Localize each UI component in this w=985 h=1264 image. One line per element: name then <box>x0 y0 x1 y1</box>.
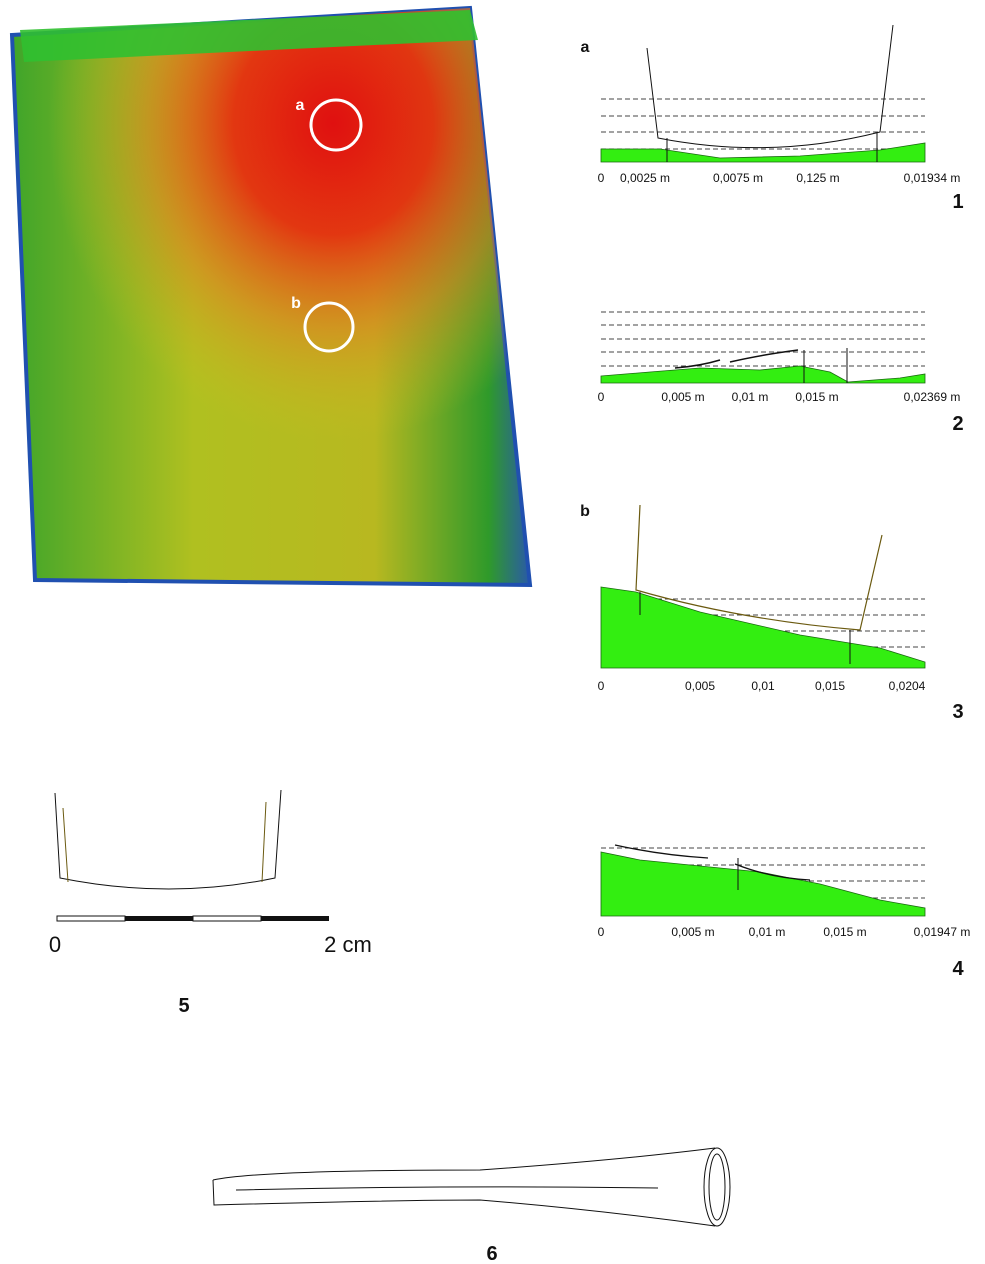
marker-label: b <box>291 295 301 312</box>
heatmap <box>9 5 533 588</box>
axis-label: 0,005 <box>685 679 715 693</box>
panel-number: 4 <box>952 958 964 980</box>
panel-number: 6 <box>486 1243 497 1264</box>
axis-label: 0,0204 <box>889 679 926 693</box>
section-drawing <box>54 789 329 922</box>
axis-label: 0,01934 m <box>904 171 961 185</box>
axis-label: 0 <box>598 679 605 693</box>
profile-1 <box>600 24 926 163</box>
profile-4 <box>600 844 926 917</box>
axis-label: 0,0075 m <box>713 171 763 185</box>
axis-label: 0 <box>598 390 605 404</box>
axis-label: 0,005 m <box>661 390 704 404</box>
panel-number: 1 <box>952 191 963 213</box>
axis-label: 0,01947 m <box>914 925 971 939</box>
tube-drawing <box>212 1147 731 1227</box>
axis-label: 0,005 m <box>671 925 714 939</box>
panel-number: 3 <box>952 701 963 723</box>
panel-letter: a <box>581 39 590 56</box>
profile-3 <box>600 504 926 669</box>
marker-label: a <box>296 97 305 114</box>
labels: a b a 0 0,0025 m 0,0075 m 0,125 m 0,01934 m 1 0 0,… <box>49 39 970 1264</box>
axis-label: 0,02369 m <box>904 390 961 404</box>
profile-2 <box>600 311 926 384</box>
axis-label: 0,01 m <box>749 925 786 939</box>
panel-letter: b <box>580 503 590 520</box>
panel-number: 5 <box>178 995 189 1017</box>
axis-label: 0,01 m <box>732 390 769 404</box>
axis-label: 0,015 m <box>823 925 866 939</box>
axis-label: 0 <box>598 925 605 939</box>
axis-label: 0,0025 m <box>620 171 670 185</box>
scale-label: 0 <box>49 932 61 957</box>
axis-label: 0,125 m <box>796 171 839 185</box>
scale-label: 2 cm <box>324 932 372 957</box>
axis-label: 0,01 <box>751 679 775 693</box>
axis-label: 0,015 m <box>795 390 838 404</box>
panel-number: 2 <box>952 413 963 435</box>
axis-label: 0,015 <box>815 679 845 693</box>
axis-label: 0 <box>598 171 605 185</box>
